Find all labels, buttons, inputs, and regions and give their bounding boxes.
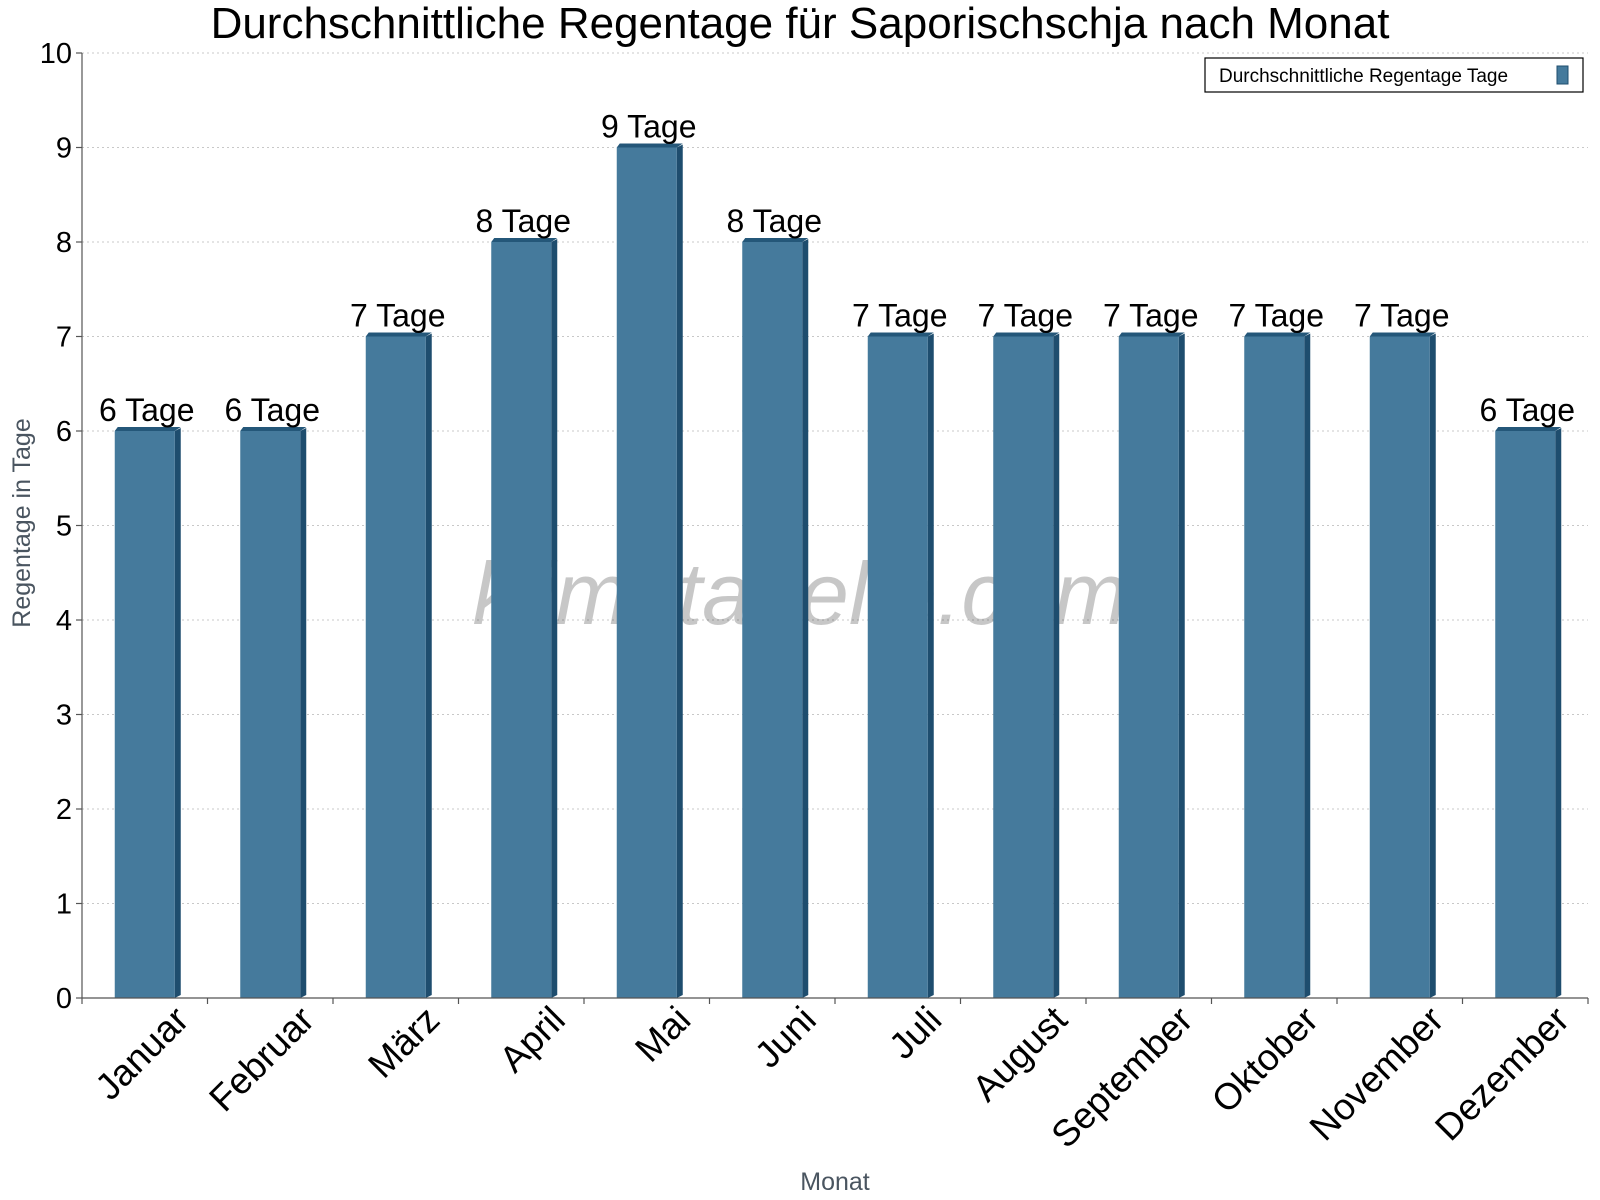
x-tick-label: Oktober: [1204, 999, 1326, 1121]
bar-top: [240, 427, 307, 431]
bar-top: [742, 238, 809, 242]
x-tick-label: April: [492, 999, 573, 1080]
data-label: 6 Tage: [99, 392, 195, 428]
y-tick-label: 9: [56, 133, 72, 165]
bar-top: [993, 332, 1060, 337]
x-tick-label: Juni: [747, 999, 824, 1076]
data-label: 6 Tage: [1480, 392, 1576, 428]
x-tick-label: Februar: [201, 999, 322, 1120]
bar: [1495, 427, 1562, 998]
bar-side: [676, 144, 683, 998]
bar-front: [742, 242, 803, 998]
x-tick-label: März: [360, 999, 447, 1086]
bar: [240, 427, 307, 998]
y-tick-label: 2: [56, 794, 72, 826]
bar-front: [1369, 336, 1430, 998]
bar-front: [114, 431, 175, 998]
x-axis-label: Monat: [800, 1168, 870, 1196]
bar: [365, 332, 432, 998]
bar-front: [993, 336, 1054, 998]
data-label: 7 Tage: [852, 298, 948, 334]
y-tick-label: 10: [40, 38, 72, 70]
bar-top: [114, 427, 181, 431]
x-tick-label: Mai: [627, 999, 698, 1070]
gridlines: [82, 52, 1588, 904]
data-label: 7 Tage: [1229, 298, 1325, 334]
bar-front: [867, 336, 928, 998]
y-tick-label: 5: [56, 511, 72, 543]
bar-side: [174, 428, 181, 998]
chart-title: Durchschnittliche Regentage für Saporisc…: [211, 0, 1390, 48]
bar-front: [616, 147, 677, 998]
y-tick-label: 1: [56, 889, 72, 921]
bar-side: [1304, 333, 1311, 998]
legend-swatch: [1556, 65, 1569, 85]
bar-front: [1495, 431, 1556, 998]
bar-side: [1178, 333, 1185, 998]
data-label: 7 Tage: [1103, 298, 1199, 334]
bar: [867, 332, 934, 998]
legend-box: [1204, 57, 1584, 93]
bar: [1244, 332, 1311, 998]
bar-top: [491, 238, 558, 242]
y-tick-label: 8: [56, 227, 72, 259]
data-label: 7 Tage: [978, 298, 1074, 334]
y-axis-label: Regentage in Tage: [8, 418, 36, 627]
bar-top: [1118, 332, 1185, 337]
data-label: 8 Tage: [727, 203, 823, 239]
data-label: 7 Tage: [1354, 298, 1450, 334]
y-tick-label: 0: [56, 983, 72, 1015]
y-tick-label: 4: [56, 605, 72, 637]
bar-front: [1244, 336, 1305, 998]
bar-top: [616, 143, 683, 148]
x-tick-label: November: [1302, 999, 1452, 1149]
bar-side: [425, 333, 432, 998]
bar-front: [240, 431, 301, 998]
bar-top: [365, 332, 432, 337]
bar-side: [927, 333, 934, 998]
x-tick-label: Januar: [87, 999, 196, 1108]
bar: [491, 238, 558, 998]
bars: [114, 143, 1562, 998]
bar: [993, 332, 1060, 998]
bar-front: [365, 336, 426, 998]
data-label: 6 Tage: [225, 392, 321, 428]
bar: [1369, 332, 1436, 998]
data-label: 7 Tage: [350, 298, 446, 334]
legend: Durchschnittliche Regentage Tage: [1204, 57, 1584, 93]
data-labels: 6 Tage 6 Tage 7 Tage 8 Tage 9 Tage 8 Tage 7 Ta…: [99, 109, 1575, 429]
y-tick-label: 3: [56, 700, 72, 732]
bar-top: [1369, 332, 1436, 337]
data-label: 8 Tage: [476, 203, 572, 239]
bar: [1118, 332, 1185, 998]
bar-side: [1555, 428, 1562, 998]
y-tick-label: 7: [56, 322, 72, 354]
bar-side: [1429, 333, 1436, 998]
bar-side: [1053, 333, 1060, 998]
bar: [114, 427, 181, 998]
x-tick-label: August: [964, 998, 1075, 1109]
bar-side: [300, 428, 307, 998]
bar-top: [1244, 332, 1311, 337]
y-tick-label: 6: [56, 416, 72, 448]
x-tick-label: Juli: [881, 999, 949, 1067]
bar: [742, 238, 809, 998]
data-label: 9 Tage: [601, 109, 697, 145]
legend-label: Durchschnittliche Regentage Tage: [1219, 66, 1508, 87]
bar-side: [802, 239, 809, 998]
bar-side: [551, 239, 558, 998]
bar-top: [867, 332, 934, 337]
bar-front: [491, 242, 552, 998]
bar-top: [1495, 427, 1562, 431]
x-tick-label: Dezember: [1427, 999, 1577, 1149]
bar-front: [1118, 336, 1179, 998]
bar: [616, 143, 683, 998]
